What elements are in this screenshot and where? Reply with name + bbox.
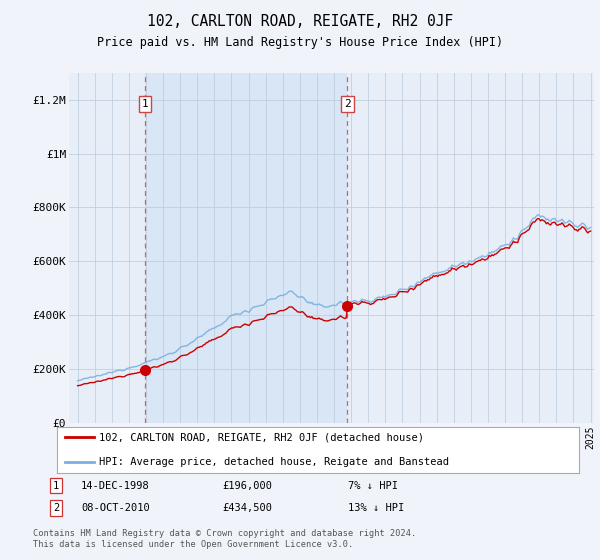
Text: 102, CARLTON ROAD, REIGATE, RH2 0JF (detached house): 102, CARLTON ROAD, REIGATE, RH2 0JF (det… [99,432,424,442]
Text: £196,000: £196,000 [222,480,272,491]
Text: 1: 1 [53,480,59,491]
Text: 1: 1 [142,99,148,109]
Text: 08-OCT-2010: 08-OCT-2010 [81,503,150,513]
Text: HPI: Average price, detached house, Reigate and Banstead: HPI: Average price, detached house, Reig… [99,457,449,466]
Text: 7% ↓ HPI: 7% ↓ HPI [348,480,398,491]
Text: 2: 2 [53,503,59,513]
Text: 13% ↓ HPI: 13% ↓ HPI [348,503,404,513]
Text: 14-DEC-1998: 14-DEC-1998 [81,480,150,491]
Text: Contains HM Land Registry data © Crown copyright and database right 2024.
This d: Contains HM Land Registry data © Crown c… [33,529,416,549]
Bar [145,73,347,423]
Text: Price paid vs. HM Land Registry's House Price Index (HPI): Price paid vs. HM Land Registry's House … [97,36,503,49]
Text: £434,500: £434,500 [222,503,272,513]
Text: 102, CARLTON ROAD, REIGATE, RH2 0JF: 102, CARLTON ROAD, REIGATE, RH2 0JF [147,14,453,29]
Text: 2: 2 [344,99,351,109]
